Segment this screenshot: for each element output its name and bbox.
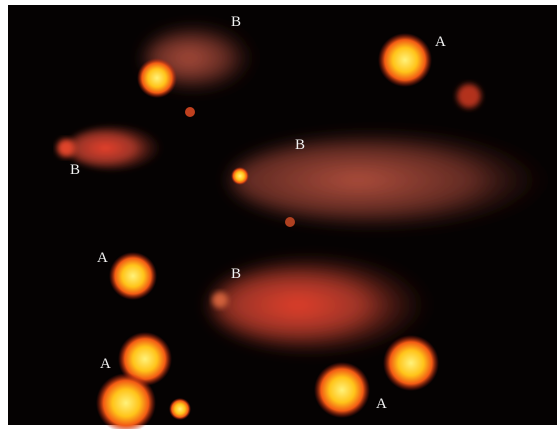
nucleus: [185, 107, 195, 117]
nucleus: [378, 33, 432, 87]
comet-tails: [67, 28, 550, 350]
label: B: [295, 137, 305, 153]
nucleus: [96, 373, 156, 429]
nucleus: [314, 362, 370, 418]
nucleus: [383, 335, 439, 391]
nucleus: [169, 398, 191, 420]
nucleus: [137, 58, 177, 98]
label: B: [231, 14, 241, 30]
nucleus: [57, 139, 75, 157]
nucleus: [231, 167, 249, 185]
tail: [230, 135, 550, 225]
label: B: [231, 266, 241, 282]
nucleus: [109, 252, 157, 300]
label: A: [97, 250, 108, 266]
nucleus: [285, 217, 295, 227]
label: A: [435, 34, 446, 50]
nucleus: [118, 332, 172, 386]
nuclei: [57, 33, 481, 429]
tail: [210, 260, 430, 350]
nucleus: [212, 292, 228, 308]
label: A: [100, 356, 111, 372]
label: B: [70, 162, 80, 178]
tail: [67, 126, 163, 170]
label: A: [376, 396, 387, 412]
nucleus: [457, 84, 481, 108]
